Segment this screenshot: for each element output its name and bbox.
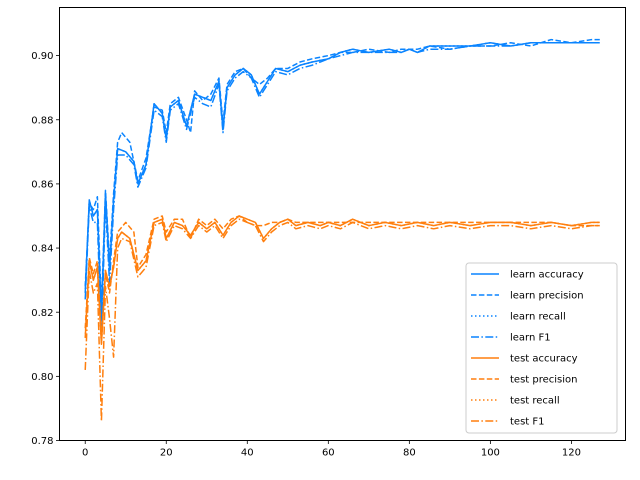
y-tick-label: 0.90 [31, 51, 53, 62]
legend-entry-test-accuracy: test accuracy [471, 354, 578, 365]
y-tick-label: 0.82 [31, 308, 53, 319]
y-tick-label: 0.84 [31, 244, 53, 255]
x-tick-label: 0 [82, 448, 88, 459]
legend-box [465, 262, 618, 434]
legend-entry-test-precision: test precision [471, 375, 578, 386]
x-tick-label: 120 [562, 448, 581, 459]
y-tick-label: 0.80 [31, 372, 53, 383]
series-line-learn-f1 [84, 42, 600, 339]
legend-label-test-accuracy: test accuracy [510, 354, 578, 365]
legend-entry-learn-precision: learn precision [471, 291, 584, 302]
legend-label-learn-recall: learn recall [510, 312, 566, 323]
legend-entry-learn-recall: learn recall [471, 312, 566, 323]
series-line-learn-recall [84, 42, 600, 320]
series-line-test-f1 [84, 218, 600, 423]
legend-entry-learn-accuracy: learn accuracy [471, 270, 584, 281]
x-tick-label: 20 [160, 448, 173, 459]
legend-entry-learn-f1: learn F1 [471, 333, 551, 344]
x-tick-label: 100 [481, 448, 500, 459]
x-axis: 0 20 40 60 80 100 120 [82, 440, 581, 459]
y-tick-label: 0.86 [31, 180, 53, 191]
legend-label-learn-f1: learn F1 [510, 333, 551, 344]
legend-label-learn-accuracy: learn accuracy [510, 270, 584, 281]
legend-label-learn-precision: learn precision [510, 291, 584, 302]
legend-entry-test-recall: test recall [471, 396, 560, 407]
x-tick-label: 60 [322, 448, 335, 459]
y-tick-label: 0.88 [31, 115, 53, 126]
legend: learn accuracy learn precision learn recal… [465, 262, 618, 434]
series-line-test-precision [84, 215, 600, 339]
plot-frame [59, 7, 626, 441]
y-tick-label: 0.78 [31, 436, 53, 447]
x-tick-label: 80 [403, 448, 416, 459]
y-axis: 0.78 0.80 0.82 0.84 0.86 0.88 0.90 [31, 51, 60, 447]
legend-label-test-precision: test precision [510, 375, 578, 386]
legend-entry-test-f1: test F1 [471, 417, 545, 428]
legend-label-test-f1: test F1 [510, 417, 545, 428]
legend-label-test-recall: test recall [510, 396, 560, 407]
series-layer [84, 38, 600, 423]
x-tick-label: 40 [241, 448, 254, 459]
series-line-test-recall [84, 215, 600, 346]
